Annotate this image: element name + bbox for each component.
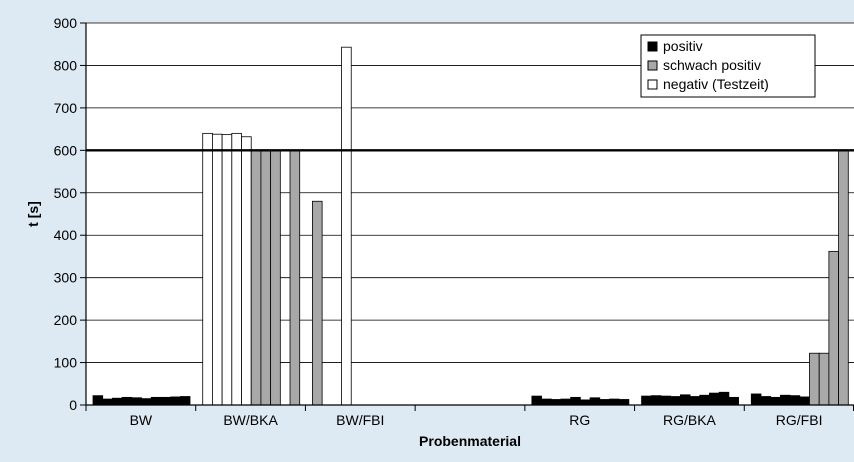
bar-schwach_positiv [818,352,830,406]
legend-label-negativ: negativ (Testzeit) [663,76,769,92]
bar-positiv [699,394,710,406]
bar-schwach_positiv [270,149,281,406]
y-tick-label: 800 [54,57,78,73]
bar-schwach_positiv [250,149,262,406]
bar-negativ [212,133,223,406]
y-tick-label: 700 [54,100,78,116]
bar-positiv [770,396,781,406]
bar-negativ [241,136,252,406]
bar-schwach_positiv [809,352,820,406]
y-tick-label: 600 [54,142,78,158]
bar-schwach_positiv [838,149,849,406]
x-tick-label: BW/BKA [223,412,278,428]
bar-negativ [341,46,352,406]
bar-positiv [641,395,652,406]
x-tick-labels: BW BW/BKA BW/FBI RG RG/BKA RG/FBI [85,405,854,428]
x-tick-label: RG [569,412,590,428]
x-tick-label: BW/FBI [336,412,384,428]
bar-positiv [760,396,772,406]
legend-box [640,34,816,98]
bar-positiv [618,399,630,406]
bar-positiv [599,399,610,406]
y-tick-label: 200 [54,312,78,328]
bar-positiv [660,395,672,406]
y-tick-label: 100 [54,355,78,371]
y-tick-label: 300 [54,270,78,286]
y-tick-label: 0 [69,397,77,413]
y-tick-label: 900 [54,15,78,31]
y-axis-label: t [s] [25,201,41,227]
legend-swatch-positiv [647,41,658,52]
bar-positiv [779,394,791,406]
bar-schwach_positiv [312,200,323,406]
bar-positiv [92,395,104,406]
bar-positiv [789,395,801,406]
bar-positiv [650,395,662,406]
bar-positiv [589,397,601,406]
bar-positiv [179,396,191,406]
bar-positiv [531,395,542,406]
y-tick-label: 400 [54,227,78,243]
bar-negativ [231,132,242,406]
x-tick-label: BW [130,412,153,428]
bar-negativ [202,132,213,406]
legend: positiv schwach positiv negativ (Testzei… [640,34,816,98]
x-tick-label: RG/BKA [663,412,717,428]
legend-swatch-schwach-positiv [647,60,658,71]
bar-positiv [579,399,591,406]
axes [85,23,854,406]
bar-positiv [141,398,152,406]
x-axis-label: Probenmaterial [419,433,521,449]
bar-positiv [160,396,171,406]
bar-negativ [221,134,233,406]
bar-positiv [670,396,681,406]
bar-positiv [112,397,123,406]
legend-label-positiv: positiv [663,38,703,54]
bar-positiv [170,396,181,406]
bar-positiv [131,397,142,406]
bar-positiv [570,396,581,406]
bar-positiv [150,396,162,406]
bar-positiv [799,396,810,406]
bar-positiv [750,393,762,406]
bar-positiv [709,392,720,406]
legend-label-schwach-positiv: schwach positiv [663,57,761,73]
bars [92,46,849,406]
bar-positiv [728,396,739,406]
bar-positiv [102,398,113,406]
y-tick-labels: 0 100 200 300 400 500 600 700 800 900 [54,15,78,413]
bar-positiv [541,398,552,406]
bar-schwach_positiv [260,149,272,406]
legend-swatch-negativ [647,79,658,90]
x-tick-label: RG/FBI [776,412,823,428]
bar-positiv [560,398,572,406]
bar-positiv [689,396,701,406]
bar-positiv [718,391,730,406]
bar-positiv [550,399,562,406]
bar-positiv [121,396,133,406]
bar-positiv [609,398,620,406]
bar-schwach_positiv [289,149,301,406]
y-tick-label: 500 [54,185,78,201]
bar-schwach_positiv [828,250,839,406]
bar-positiv [679,394,691,406]
